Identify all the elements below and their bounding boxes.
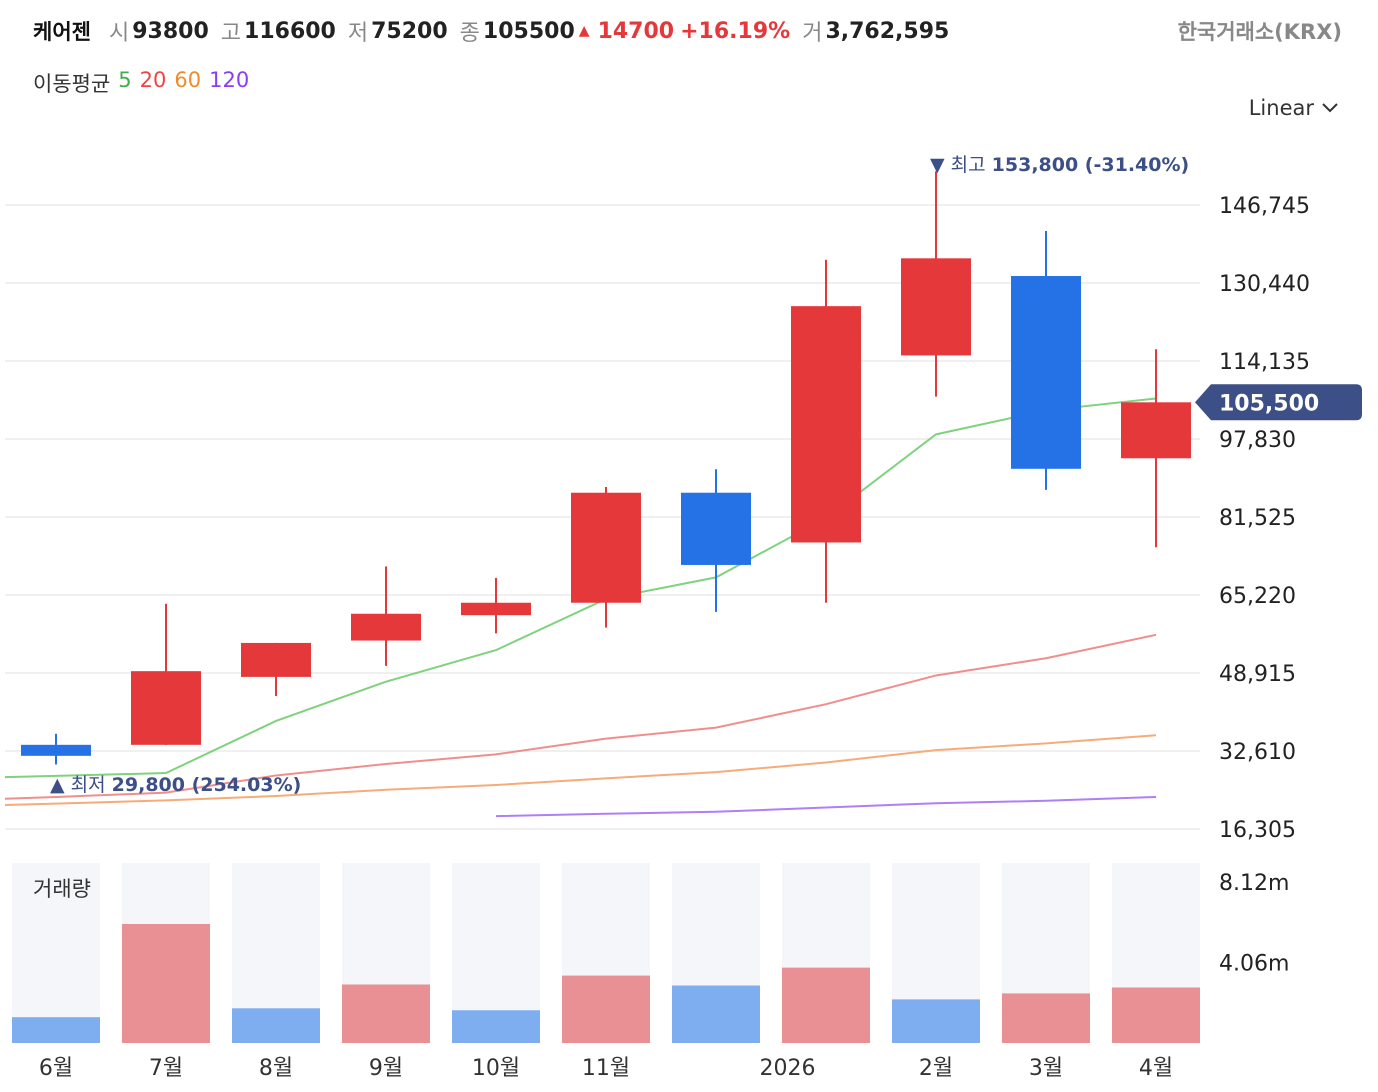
volume-bar <box>342 984 430 1043</box>
candle-body <box>791 306 861 543</box>
x-axis-label: 2월 <box>919 1056 953 1081</box>
candle-body <box>901 258 971 356</box>
price-tick-label: 32,610 <box>1219 740 1296 765</box>
open-value: 93800 <box>132 18 209 44</box>
low-value: 75200 <box>371 18 448 44</box>
current-price-badge <box>1195 384 1362 421</box>
candle-body <box>21 744 91 756</box>
close-value: 105500 <box>482 18 575 44</box>
price-tick-label: 130,440 <box>1219 272 1310 297</box>
ma-legend-20[interactable]: 20 <box>139 68 167 92</box>
x-axis-label: 2026 <box>760 1056 816 1081</box>
scale-selector-label: Linear <box>1248 96 1314 120</box>
chevron-down-icon <box>1322 103 1338 113</box>
exchange-name: 한국거래소(KRX) <box>1177 20 1342 44</box>
volume-bar <box>452 1010 540 1043</box>
volume-bar <box>782 967 870 1043</box>
x-axis-label: 7월 <box>149 1056 183 1081</box>
volume-label: 거 <box>802 21 823 46</box>
ma5-line <box>4 397 1157 779</box>
candle-body <box>351 613 421 641</box>
ma60-line <box>4 734 1157 807</box>
high-value: 116600 <box>244 18 336 44</box>
x-axis-label: 9월 <box>369 1056 403 1081</box>
volume-bar <box>1002 993 1090 1043</box>
candle-body <box>241 642 311 677</box>
price-tick-label: 65,220 <box>1219 584 1296 609</box>
stock-name: 케어젠 <box>33 20 91 44</box>
moving-average-legend: 이동평균 5 20 60 120 <box>33 68 249 98</box>
x-axis-label: 10월 <box>472 1056 520 1081</box>
volume-tick-label: 8.12m <box>1219 871 1289 896</box>
price-summary-header: 케어젠 시 93800 고 116600 저 75200 종 105500 ▲ … <box>33 14 961 48</box>
volume-bar <box>1112 987 1200 1043</box>
candle-body <box>1011 276 1081 469</box>
ma-legend-60[interactable]: 60 <box>174 68 202 92</box>
price-tick-label: 16,305 <box>1219 818 1296 843</box>
candle-body <box>131 671 201 745</box>
volume-bar <box>122 924 210 1043</box>
volume-value: 3,762,595 <box>825 18 950 44</box>
price-tick-label: 146,745 <box>1219 194 1310 219</box>
volume-bar <box>892 999 980 1043</box>
candle-body <box>571 492 641 603</box>
volume-tick-label: 4.06m <box>1219 951 1289 976</box>
change-up-icon: ▲ <box>578 23 590 39</box>
ma-legend-5[interactable]: 5 <box>118 68 132 92</box>
volume-bar <box>12 1017 100 1043</box>
close-label: 종 <box>459 21 480 46</box>
candle-body <box>461 602 531 616</box>
price-tick-label: 81,525 <box>1219 506 1296 531</box>
ma-legend-120[interactable]: 120 <box>209 68 250 92</box>
volume-panel-label: 거래량 <box>33 877 91 901</box>
x-axis-label: 4월 <box>1139 1056 1173 1081</box>
change-value: 14700 <box>597 18 675 44</box>
price-tick-label: 48,915 <box>1219 662 1296 687</box>
x-axis-label: 11월 <box>582 1056 630 1081</box>
volume-bar <box>232 1008 320 1043</box>
open-label: 시 <box>108 21 130 46</box>
ma20-line <box>4 633 1157 800</box>
scale-selector[interactable]: Linear <box>1249 96 1338 120</box>
ma120-line <box>495 795 1157 818</box>
current-price-label: 105,500 <box>1219 391 1319 416</box>
x-axis-label: 8월 <box>259 1056 293 1081</box>
price-tick-label: 97,830 <box>1219 428 1296 453</box>
candle-body <box>1121 402 1191 459</box>
x-axis-label: 3월 <box>1029 1056 1063 1081</box>
volume-bar <box>672 985 760 1043</box>
volume-bar <box>562 975 650 1043</box>
x-axis-label: 6월 <box>39 1056 73 1081</box>
ma-legend-title: 이동평균 <box>33 72 111 96</box>
high-label: 고 <box>220 21 242 46</box>
candle-body <box>681 492 751 565</box>
price-tick-label: 114,135 <box>1219 350 1310 375</box>
low-label: 저 <box>347 21 369 46</box>
low-price-annotation: ▲ 최저 29,800 (254.03%) <box>50 774 301 796</box>
volume-column-background <box>12 863 100 1043</box>
change-percent: +16.19% <box>680 18 791 44</box>
high-price-annotation: ▼ 최고 153,800 (-31.40%) <box>930 154 1189 176</box>
